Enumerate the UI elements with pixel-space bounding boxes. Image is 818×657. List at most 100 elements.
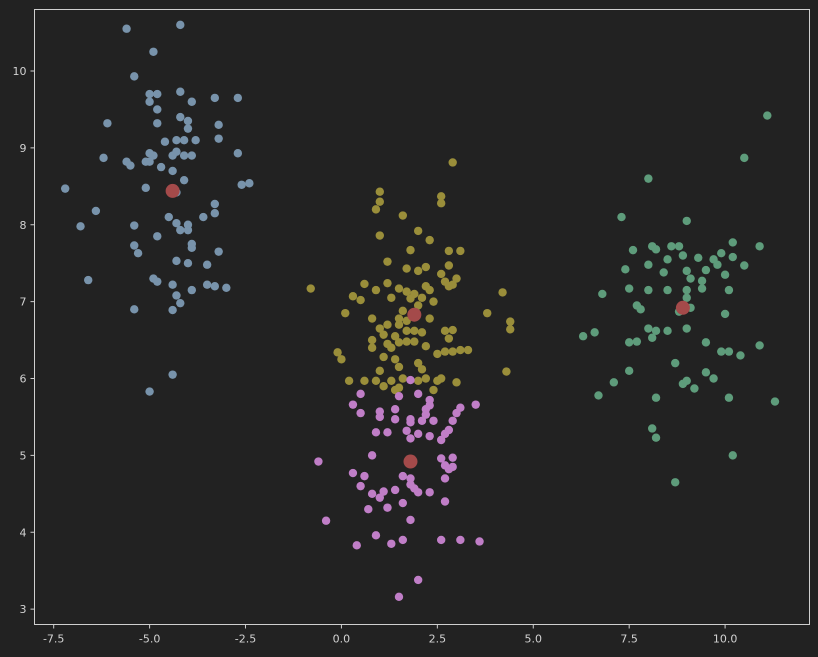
- y-tick-label: 5: [20, 449, 27, 462]
- data-point: [402, 326, 411, 336]
- data-point: [632, 337, 642, 346]
- data-point: [406, 474, 415, 483]
- data-point: [425, 431, 434, 441]
- data-point: [663, 326, 672, 336]
- data-point: [621, 265, 630, 274]
- data-point: [183, 116, 193, 126]
- data-point: [682, 324, 691, 333]
- data-point: [728, 238, 737, 247]
- data-point: [153, 232, 162, 241]
- data-point: [701, 368, 711, 377]
- data-point: [176, 20, 185, 30]
- data-point: [398, 306, 408, 316]
- data-point: [755, 242, 764, 251]
- data-point: [394, 314, 404, 323]
- data-point: [141, 157, 150, 166]
- data-point: [375, 197, 384, 206]
- data-point: [724, 285, 734, 295]
- data-point: [628, 245, 638, 255]
- data-point: [183, 258, 193, 268]
- data-point: [179, 175, 189, 185]
- data-point: [421, 410, 431, 419]
- cluster-center: [675, 300, 690, 315]
- data-point: [651, 326, 661, 336]
- data-point: [406, 418, 415, 427]
- x-tick-label: 7.5: [620, 633, 638, 646]
- data-point: [233, 149, 243, 158]
- data-point: [394, 338, 404, 347]
- data-point: [172, 147, 181, 156]
- data-point: [76, 222, 85, 231]
- data-point: [356, 389, 365, 399]
- data-point: [371, 428, 381, 437]
- series-3: [578, 111, 780, 487]
- cluster-center: [165, 183, 180, 198]
- data-point: [383, 320, 392, 329]
- data-point: [417, 293, 427, 302]
- data-point: [371, 376, 381, 386]
- plot-area: [34, 9, 810, 625]
- series-1: [306, 158, 515, 395]
- data-point: [440, 326, 450, 336]
- y-tick-label: 4: [20, 526, 27, 539]
- data-point: [176, 87, 185, 96]
- data-point: [697, 276, 707, 286]
- data-point: [417, 365, 427, 374]
- data-point: [122, 24, 131, 33]
- data-point: [214, 247, 223, 256]
- data-point: [394, 320, 404, 329]
- data-point: [448, 453, 457, 462]
- data-point: [436, 192, 446, 201]
- data-point: [367, 335, 377, 345]
- data-point: [387, 293, 396, 302]
- data-point: [701, 265, 711, 275]
- data-point: [755, 341, 764, 350]
- data-point: [333, 348, 342, 357]
- data-point: [456, 246, 465, 256]
- series-0: [60, 20, 254, 396]
- data-point: [421, 374, 431, 383]
- data-point: [425, 314, 434, 323]
- data-point: [176, 298, 185, 308]
- data-point: [609, 378, 619, 387]
- data-point: [187, 285, 197, 295]
- data-point: [448, 416, 457, 425]
- data-point: [141, 183, 150, 193]
- data-point: [145, 97, 154, 106]
- data-point: [348, 400, 358, 409]
- data-point: [356, 408, 365, 418]
- data-point: [387, 376, 396, 386]
- data-point: [130, 305, 139, 314]
- data-point: [202, 260, 212, 269]
- data-point: [413, 301, 423, 310]
- data-point: [682, 216, 691, 226]
- data-point: [371, 531, 381, 540]
- data-point: [183, 225, 193, 235]
- data-point: [413, 358, 423, 368]
- x-tick-label: 0.0: [333, 633, 351, 646]
- data-points: [60, 20, 780, 602]
- x-tick-label: 10.0: [713, 633, 738, 646]
- data-point: [145, 89, 154, 99]
- data-point: [387, 343, 396, 352]
- data-point: [436, 199, 446, 208]
- data-point: [709, 374, 718, 383]
- data-point: [724, 393, 734, 402]
- data-point: [429, 416, 438, 425]
- data-point: [471, 400, 480, 409]
- data-point: [176, 112, 185, 122]
- data-point: [594, 391, 603, 400]
- data-point: [624, 338, 634, 347]
- data-point: [168, 166, 177, 176]
- data-point: [398, 471, 408, 481]
- data-point: [624, 284, 634, 293]
- data-point: [440, 497, 450, 506]
- data-point: [452, 378, 461, 387]
- data-point: [168, 370, 177, 379]
- data-point: [456, 535, 465, 545]
- data-point: [222, 283, 231, 292]
- data-point: [678, 379, 688, 389]
- data-point: [367, 489, 377, 499]
- y-tick-label: 9: [20, 142, 27, 155]
